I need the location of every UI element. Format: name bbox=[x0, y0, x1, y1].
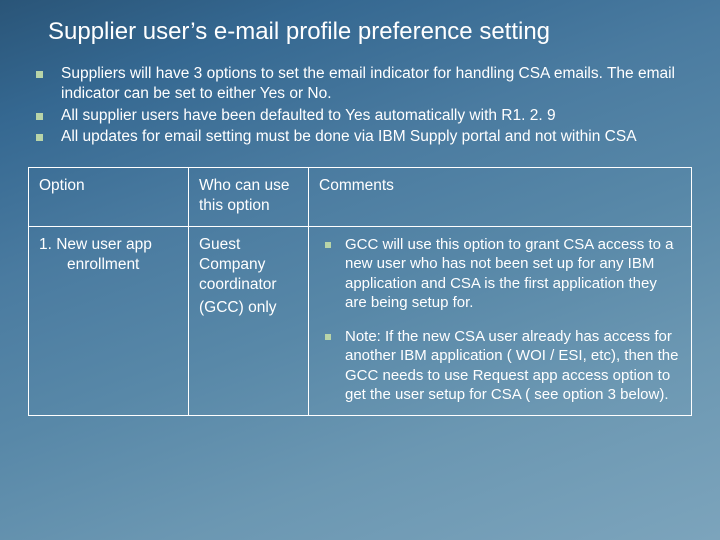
table-row: 1. New user app enrollment Guest Company… bbox=[29, 226, 692, 415]
list-item: Suppliers will have 3 options to set the… bbox=[36, 64, 692, 104]
comment-item: Note: If the new CSA user already has ac… bbox=[319, 327, 681, 405]
header-option: Option bbox=[29, 168, 189, 227]
page-title: Supplier user’s e-mail profile preferenc… bbox=[48, 18, 692, 46]
table-header-row: Option Who can use this option Comments bbox=[29, 168, 692, 227]
option-line2: enrollment bbox=[39, 255, 178, 275]
bullet-text: All supplier users have been defaulted t… bbox=[61, 106, 556, 126]
square-bullet-icon bbox=[36, 113, 43, 120]
bullet-text: Suppliers will have 3 options to set the… bbox=[61, 64, 692, 104]
square-bullet-icon bbox=[325, 334, 331, 340]
header-comments: Comments bbox=[309, 168, 692, 227]
square-bullet-icon bbox=[36, 71, 43, 78]
square-bullet-icon bbox=[325, 242, 331, 248]
comment-item: GCC will use this option to grant CSA ac… bbox=[319, 235, 681, 313]
cell-comments: GCC will use this option to grant CSA ac… bbox=[309, 226, 692, 415]
comment-text: GCC will use this option to grant CSA ac… bbox=[345, 235, 681, 313]
square-bullet-icon bbox=[36, 134, 43, 141]
comment-text: Note: If the new CSA user already has ac… bbox=[345, 327, 681, 405]
header-who: Who can use this option bbox=[189, 168, 309, 227]
option-line1: 1. New user app bbox=[39, 235, 178, 255]
list-item: All supplier users have been defaulted t… bbox=[36, 106, 692, 126]
cell-who: Guest Company coordinator (GCC) only bbox=[189, 226, 309, 415]
bullet-list: Suppliers will have 3 options to set the… bbox=[36, 64, 692, 147]
who-line: Guest bbox=[199, 235, 298, 255]
bullet-text: All updates for email setting must be do… bbox=[61, 127, 637, 147]
who-line: coordinator bbox=[199, 275, 298, 295]
who-line: Company bbox=[199, 255, 298, 275]
cell-option: 1. New user app enrollment bbox=[29, 226, 189, 415]
list-item: All updates for email setting must be do… bbox=[36, 127, 692, 147]
options-table: Option Who can use this option Comments … bbox=[28, 167, 692, 416]
who-line: (GCC) only bbox=[199, 298, 298, 318]
